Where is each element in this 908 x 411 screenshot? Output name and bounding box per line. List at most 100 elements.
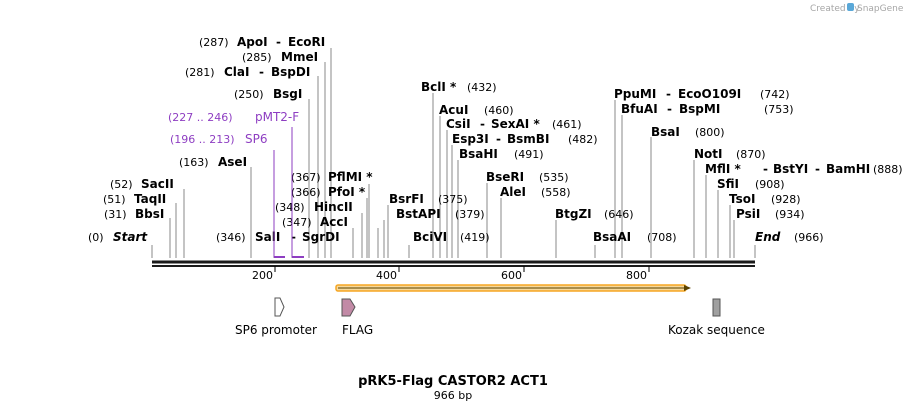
site-bsaai: BsaAI (708)	[593, 230, 677, 244]
site-sfii: SfiI (908)	[717, 177, 785, 191]
svg-text:(928): (928)	[771, 193, 801, 206]
site-bsgi: (250) BsgI	[234, 87, 302, 101]
svg-text:(800): (800)	[695, 126, 725, 139]
svg-text:PfoI *: PfoI *	[328, 185, 366, 199]
svg-text:(432): (432)	[467, 81, 497, 94]
ruler-label-200: 200	[252, 269, 273, 282]
svg-text:Esp3I: Esp3I	[452, 132, 489, 146]
site-btgzi: BtgZI (646)	[555, 207, 634, 221]
primer-sp6: (196 .. 213) SP6	[170, 132, 268, 146]
svg-text:Start: Start	[113, 230, 148, 244]
ruler-label-600: 600	[501, 269, 522, 282]
site-esp3i-bsmbi: Esp3I - BsmBI (482)	[452, 132, 598, 146]
site-psii: PsiI (934)	[736, 207, 805, 221]
svg-text:(379): (379)	[455, 208, 485, 221]
svg-text:-: -	[259, 65, 264, 79]
svg-text:TaqII: TaqII	[134, 192, 166, 206]
site-clai-bspdi: (281) ClaI - BspDI	[185, 65, 310, 79]
primer-pmt2f: (227 .. 246) pMT2-F	[168, 110, 299, 124]
svg-text:-: -	[480, 117, 485, 131]
svg-text:ApoI: ApoI	[237, 35, 268, 49]
site-hincii: (348) HincII	[275, 200, 353, 214]
brand-text: SnapGene	[857, 4, 904, 14]
svg-text:(908): (908)	[755, 178, 785, 191]
svg-text:(646): (646)	[604, 208, 634, 221]
site-pfoi: (366) PfoI *	[291, 185, 366, 199]
svg-text:(742): (742)	[760, 88, 790, 101]
svg-text:PpuMI: PpuMI	[614, 87, 656, 101]
site-bseri: BseRI (535)	[486, 170, 569, 184]
kozak-box	[712, 298, 721, 317]
site-csii-sexai: CsiI - SexAI * (461)	[446, 117, 582, 131]
svg-text:MflI *: MflI *	[705, 162, 741, 176]
flag-arrow	[341, 298, 356, 317]
site-bcli: BclI * (432)	[421, 80, 497, 94]
site-acui: AcuI (460)	[439, 103, 514, 117]
svg-text:(491): (491)	[514, 148, 544, 161]
credit-text: Created by	[810, 4, 860, 14]
svg-text:BsmBI: BsmBI	[507, 132, 549, 146]
svg-text:(460): (460)	[484, 104, 514, 117]
ruler: 200 400 600 800	[252, 266, 650, 282]
svg-text:(250): (250)	[234, 88, 264, 101]
svg-text:FLAG: FLAG	[342, 323, 373, 337]
ruler-label-800: 800	[626, 269, 647, 282]
site-pflmi: (367) PflMI *	[291, 170, 373, 184]
svg-text:-: -	[496, 132, 501, 146]
feature-flag: FLAG	[341, 298, 373, 337]
feature-kozak: Kozak sequence	[668, 298, 765, 337]
svg-text:BsaHI: BsaHI	[459, 147, 498, 161]
site-bsrfi: BsrFI (375)	[389, 192, 468, 206]
svg-text:(934): (934)	[775, 208, 805, 221]
dna-backbone	[152, 260, 755, 267]
svg-text:BstYI: BstYI	[773, 162, 808, 176]
ruler-label-400: 400	[376, 269, 397, 282]
svg-text:(558): (558)	[541, 186, 571, 199]
svg-text:(196 .. 213): (196 .. 213)	[170, 133, 235, 146]
svg-text:SfiI: SfiI	[717, 177, 739, 191]
primer-bars	[273, 127, 304, 258]
svg-text:(870): (870)	[736, 148, 766, 161]
site-start: (0) Start	[88, 230, 148, 244]
site-apoi-ecori: (287) ApoI - EcoRI	[199, 35, 325, 49]
svg-text:-: -	[815, 162, 820, 176]
site-sacii: (52) SacII	[110, 177, 174, 191]
svg-text:End: End	[755, 230, 781, 244]
svg-text:(287): (287)	[199, 36, 229, 49]
svg-text:BclI *: BclI *	[421, 80, 457, 94]
svg-text:SacII: SacII	[141, 177, 174, 191]
svg-text:BseRI: BseRI	[486, 170, 524, 184]
svg-text:SP6: SP6	[245, 132, 268, 146]
site-ppumi-ecoo109i: PpuMI - EcoO109I (742)	[614, 87, 790, 101]
svg-text:BsaAI: BsaAI	[593, 230, 631, 244]
svg-text:ClaI: ClaI	[224, 65, 249, 79]
svg-text:HincII: HincII	[314, 200, 353, 214]
svg-text:BciVI: BciVI	[413, 230, 447, 244]
site-sali-sgrdi: (346) SalI - SgrDI	[216, 230, 340, 244]
svg-text:Kozak sequence: Kozak sequence	[668, 323, 765, 337]
svg-text:(346): (346)	[216, 231, 246, 244]
snapgene-logo-icon	[847, 3, 854, 11]
svg-text:(461): (461)	[552, 118, 582, 131]
svg-text:MmeI: MmeI	[281, 50, 318, 64]
map-length: 966 bp	[434, 389, 472, 402]
site-alei: AleI (558)	[500, 185, 571, 199]
svg-text:(51): (51)	[103, 193, 126, 206]
svg-text:NotI: NotI	[694, 147, 723, 161]
svg-text:AleI: AleI	[500, 185, 526, 199]
site-asei: (163) AseI	[179, 155, 247, 169]
svg-text:BsgI: BsgI	[273, 87, 302, 101]
svg-text:(348): (348)	[275, 201, 305, 214]
svg-text:BspDI: BspDI	[271, 65, 310, 79]
svg-text:PsiI: PsiI	[736, 207, 760, 221]
site-lines	[151, 48, 756, 258]
svg-text:(419): (419)	[460, 231, 490, 244]
svg-text:(482): (482)	[568, 133, 598, 146]
svg-text:SexAI *: SexAI *	[491, 117, 540, 131]
sp6-promoter-arrow	[274, 297, 285, 317]
site-taqii: (51) TaqII	[103, 192, 166, 206]
svg-text:SalI: SalI	[255, 230, 280, 244]
svg-text:-: -	[666, 87, 671, 101]
svg-text:pMT2-F: pMT2-F	[255, 110, 299, 124]
